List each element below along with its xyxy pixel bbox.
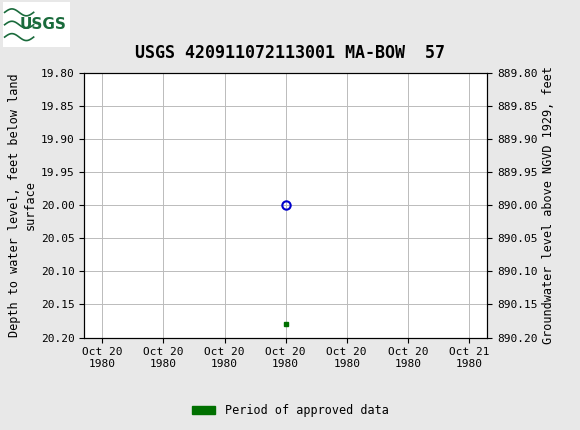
Legend: Period of approved data: Period of approved data <box>187 399 393 422</box>
Y-axis label: Groundwater level above NGVD 1929, feet: Groundwater level above NGVD 1929, feet <box>542 66 554 344</box>
Text: USGS: USGS <box>20 17 67 32</box>
FancyBboxPatch shape <box>3 3 70 47</box>
Text: USGS 420911072113001 MA-BOW  57: USGS 420911072113001 MA-BOW 57 <box>135 44 445 62</box>
Y-axis label: Depth to water level, feet below land
surface: Depth to water level, feet below land su… <box>9 74 37 337</box>
